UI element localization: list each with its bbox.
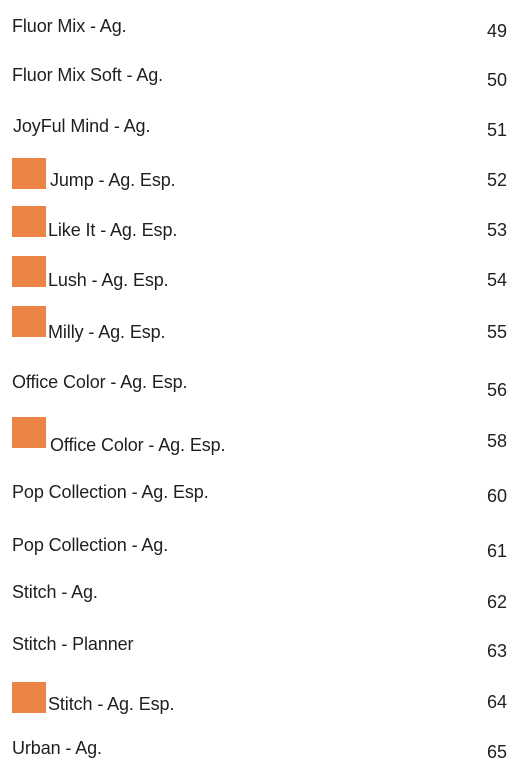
- toc-row[interactable]: Pop Collection - Ag. Esp. 60: [0, 477, 511, 517]
- toc-row[interactable]: Pop Collection - Ag. 61: [0, 531, 511, 571]
- toc-entry-page: 53: [486, 220, 507, 240]
- toc-row[interactable]: JoyFul Mind - Ag. 51: [0, 108, 511, 148]
- toc-entry-page: 61: [486, 541, 507, 561]
- toc-entry-page: 64: [486, 692, 507, 712]
- toc-entry-page: 55: [486, 322, 507, 342]
- toc-entry-page: 50: [486, 70, 507, 90]
- orange-marker-square: [12, 256, 46, 287]
- toc-row[interactable]: Jump - Ag. Esp. 52: [0, 158, 511, 198]
- toc-entry-page: 65: [486, 742, 507, 762]
- toc-entry-title: Jump - Ag. Esp.: [50, 170, 176, 190]
- toc-entry-page: 49: [486, 21, 507, 41]
- toc-entry-title: Fluor Mix - Ag.: [12, 16, 127, 36]
- orange-marker-square: [12, 682, 46, 713]
- toc-entry-title: Office Color - Ag. Esp.: [50, 435, 226, 455]
- toc-entry-title: Lush - Ag. Esp.: [48, 270, 169, 290]
- toc-row[interactable]: Stitch - Planner 63: [0, 630, 511, 670]
- toc-entry-page: 51: [486, 120, 507, 140]
- toc-entry-title: Pop Collection - Ag.: [12, 535, 169, 555]
- toc-row[interactable]: Fluor Mix Soft - Ag. 50: [0, 59, 511, 99]
- toc-entry-page: 54: [486, 270, 507, 290]
- orange-marker-square: [12, 206, 46, 237]
- toc-row[interactable]: Urban - Ag. 65: [0, 730, 511, 770]
- toc-entry-page: 60: [486, 486, 507, 506]
- toc-entry-title: JoyFul Mind - Ag.: [13, 116, 151, 136]
- toc-row[interactable]: Milly - Ag. Esp. 55: [0, 306, 511, 346]
- toc-entry-title: Stitch - Planner: [12, 634, 134, 654]
- toc-row[interactable]: Fluor Mix - Ag. 49: [0, 10, 511, 50]
- toc-entry-title: Fluor Mix Soft - Ag.: [12, 65, 164, 85]
- toc-entry-page: 56: [486, 380, 507, 400]
- toc-entry-page: 63: [486, 641, 507, 661]
- toc-entry-title: Like It - Ag. Esp.: [48, 220, 178, 240]
- toc-row[interactable]: Lush - Ag. Esp. 54: [0, 256, 511, 296]
- toc-entry-title: Pop Collection - Ag. Esp.: [12, 482, 209, 502]
- toc-entry-title: Stitch - Ag. Esp.: [48, 694, 175, 714]
- toc-row[interactable]: Office Color - Ag. Esp. 56: [0, 368, 511, 408]
- toc-entry-title: Office Color - Ag. Esp.: [12, 372, 188, 392]
- toc-entry-page: 62: [486, 592, 507, 612]
- toc-entry-title: Stitch - Ag.: [12, 582, 98, 602]
- toc-entry-page: 58: [486, 431, 507, 451]
- toc-row[interactable]: Office Color - Ag. Esp. 58: [0, 417, 511, 457]
- toc-row[interactable]: Like It - Ag. Esp. 53: [0, 206, 511, 246]
- orange-marker-square: [12, 158, 46, 189]
- toc-entry-page: 52: [486, 170, 507, 190]
- toc-entry-title: Milly - Ag. Esp.: [48, 322, 166, 342]
- orange-marker-square: [12, 417, 46, 448]
- toc-entry-title: Urban - Ag.: [12, 738, 102, 758]
- toc-row[interactable]: Stitch - Ag. 62: [0, 576, 511, 616]
- orange-marker-square: [12, 306, 46, 337]
- toc-row[interactable]: Stitch - Ag. Esp. 64: [0, 682, 511, 722]
